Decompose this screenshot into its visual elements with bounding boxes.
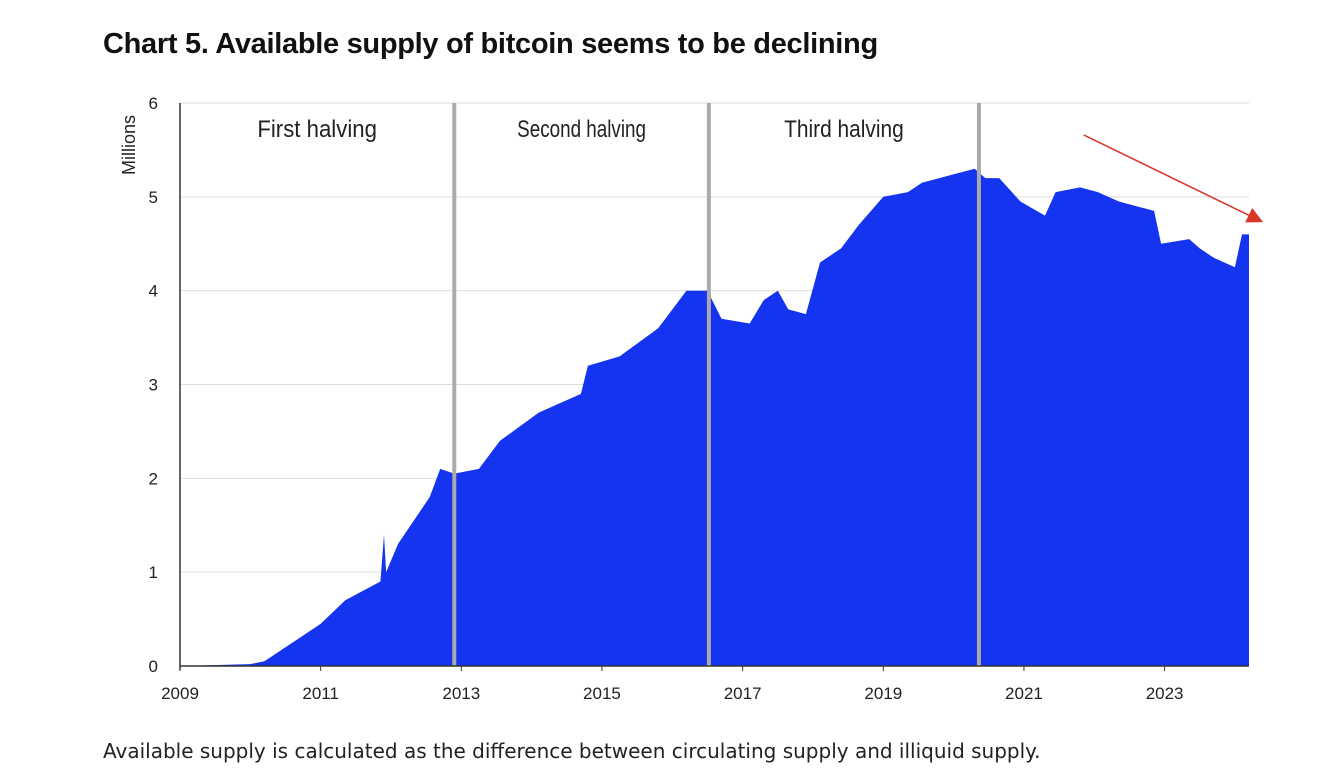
y-tick-label: 1 (149, 563, 158, 582)
y-tick-label: 2 (149, 469, 158, 488)
chart-footnote: Available supply is calculated as the di… (103, 739, 1041, 763)
halving-label: Second halving (517, 116, 646, 143)
y-axis-label: Millions (119, 115, 139, 175)
x-tick-label: 2011 (302, 684, 339, 703)
x-tick-label: 2017 (724, 684, 762, 703)
x-tick-label: 2019 (864, 684, 902, 703)
x-tick-label: 2021 (1005, 684, 1043, 703)
trend-arrow-line (1083, 134, 1250, 216)
x-tick-label: 2013 (442, 684, 480, 703)
y-tick-label: 4 (149, 282, 158, 301)
x-tick-label: 2015 (583, 684, 621, 703)
x-tick-label: 2023 (1146, 684, 1184, 703)
y-tick-label: 3 (149, 376, 158, 395)
chart-title: Chart 5. Available supply of bitcoin see… (103, 28, 878, 60)
halving-label: Third halving (784, 116, 904, 143)
area-chart: 0 1 2 3 4 5 6 First halving Second halving Third … (119, 94, 1264, 703)
trend-arrow-head (1245, 207, 1264, 223)
halving-label: First halving (257, 116, 377, 143)
series-area-available-supply (180, 168, 1249, 666)
x-tick-label: 2009 (161, 684, 199, 703)
y-tick-label: 6 (149, 94, 158, 113)
y-tick-label: 0 (149, 657, 158, 676)
y-tick-label: 5 (149, 188, 158, 207)
